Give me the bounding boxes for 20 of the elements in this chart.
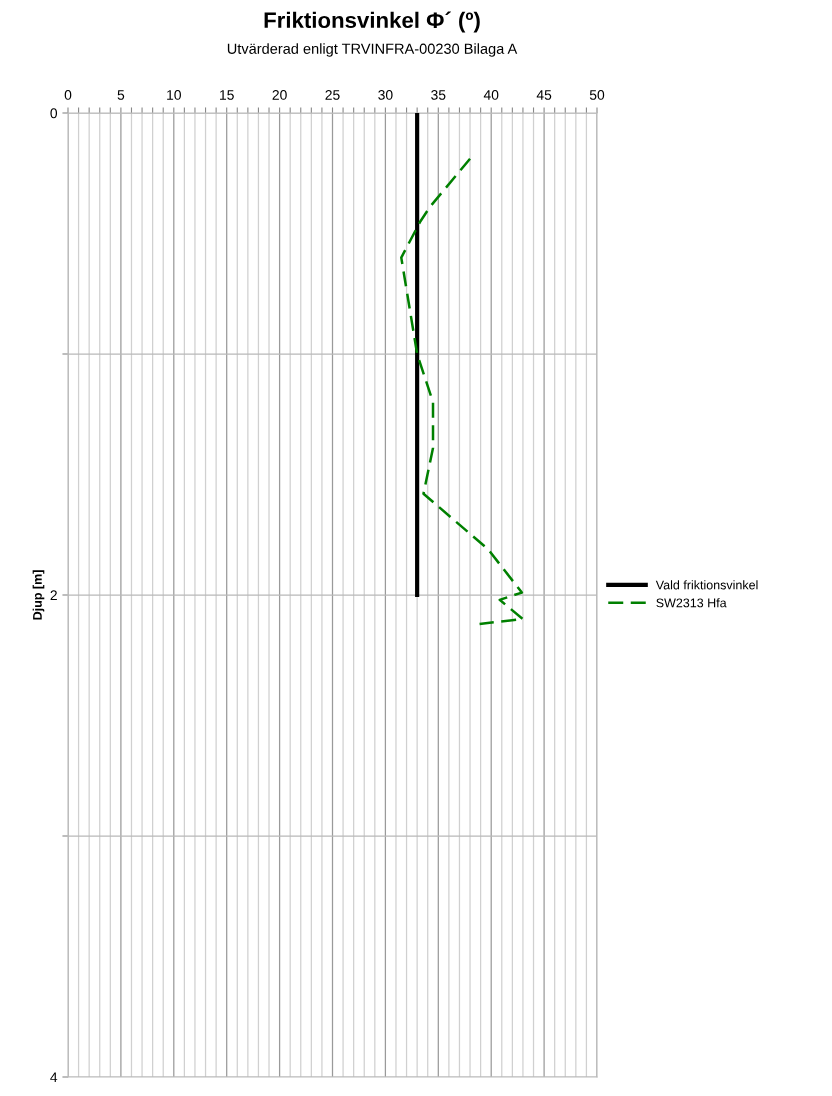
y-tick-label: 2 bbox=[50, 590, 57, 601]
x-tick-label: 25 bbox=[325, 90, 340, 100]
x-tick-label: 50 bbox=[589, 90, 605, 100]
line-series bbox=[400, 157, 525, 626]
x-tick-label: 15 bbox=[220, 90, 234, 100]
x-tick-label: 45 bbox=[536, 90, 552, 100]
x-tick-label: 35 bbox=[431, 90, 446, 100]
x-tick-label: 0 bbox=[64, 90, 72, 100]
y-tick-label: 4 bbox=[50, 1072, 58, 1083]
x-tick-label: 40 bbox=[483, 90, 499, 100]
x-tick-label: 5 bbox=[117, 90, 125, 100]
chart-title: Friktionsvinkel Φ´ (º) bbox=[264, 11, 480, 33]
y-axis-title: Djup [m] bbox=[32, 570, 45, 620]
x-tick-label: 10 bbox=[167, 90, 181, 100]
x-tick-label: 30 bbox=[378, 90, 393, 100]
legend-label: Vald friktionsvinkel bbox=[655, 580, 758, 590]
y-tick-label: 0 bbox=[50, 108, 58, 119]
chart-subtitle: Utvärderad enligt TRVINFRA-00230 Bilaga A bbox=[227, 43, 518, 57]
legend-label: SW2313 Hfa bbox=[656, 598, 727, 608]
x-tick-label: 20 bbox=[272, 90, 287, 100]
